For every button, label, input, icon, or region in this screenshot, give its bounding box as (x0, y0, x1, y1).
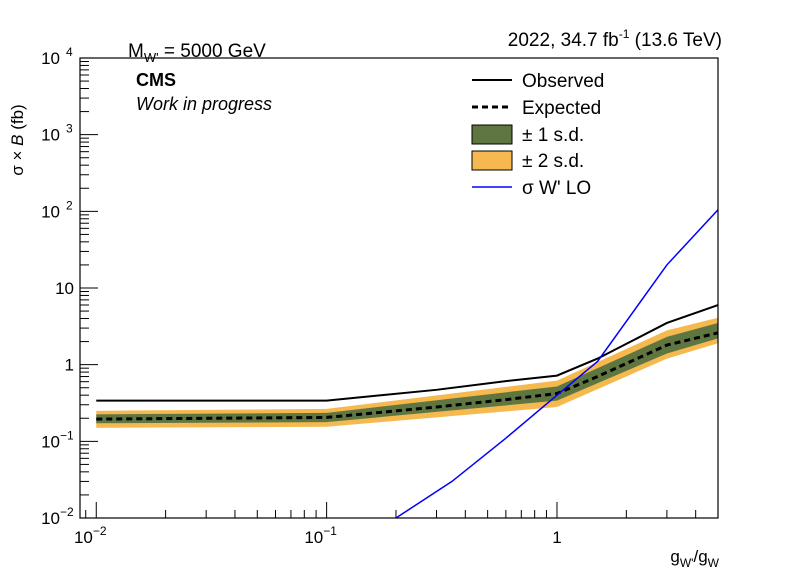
axis-ticks (80, 57, 719, 519)
wprime-lo-line (395, 209, 718, 518)
y-tick-exponent: −2 (60, 505, 74, 519)
uncertainty-bands (96, 317, 718, 428)
x-axis-title: gW'/gW (670, 547, 719, 570)
legend-observed-label: Observed (522, 71, 604, 92)
legend-wprime-label: σ W' LO (522, 178, 591, 199)
x-tick-label: 10−2 (74, 524, 107, 547)
x-tick-label: 10−1 (304, 524, 337, 547)
legend-one-sd-swatch (471, 124, 513, 145)
y-tick-label: 10 (55, 279, 74, 298)
y-tick-label: 10 (41, 202, 60, 221)
y-tick-label: 10 (41, 126, 60, 145)
luminosity-label: 2022, 34.7 fb-1 (13.6 TeV) (508, 27, 722, 51)
legend: Observed Expected ± 1 s.d. ± 2 s.d. σ W'… (471, 71, 604, 199)
legend-two-sd-label: ± 2 s.d. (522, 151, 584, 172)
y-tick-exponent: 2 (66, 198, 73, 212)
x-tick-label: 1 (552, 528, 561, 547)
legend-expected-label: Expected (522, 98, 601, 119)
y-tick-exponent: −1 (60, 428, 74, 442)
two-sd-band (96, 317, 718, 428)
status-label: Work in progress (136, 94, 272, 114)
plot-frame (79, 57, 719, 519)
y-tick-label: 10 (41, 432, 60, 451)
y-tick-exponent: 4 (66, 45, 73, 59)
y-axis-title: σ × B (fb) (8, 104, 27, 175)
y-tick-label: 10 (41, 509, 60, 528)
legend-two-sd-swatch (471, 150, 513, 171)
observed-line (96, 304, 718, 402)
y-tick-label: 1 (65, 356, 74, 375)
y-tick-exponent: 3 (66, 122, 73, 136)
legend-one-sd-label: ± 1 s.d. (522, 125, 584, 146)
limit-curves (96, 209, 718, 518)
one-sd-band (96, 322, 718, 424)
y-tick-label: 10 (41, 49, 60, 68)
experiment-label: CMS (136, 70, 176, 90)
mass-label: MW' = 5000 GeV (128, 41, 266, 65)
